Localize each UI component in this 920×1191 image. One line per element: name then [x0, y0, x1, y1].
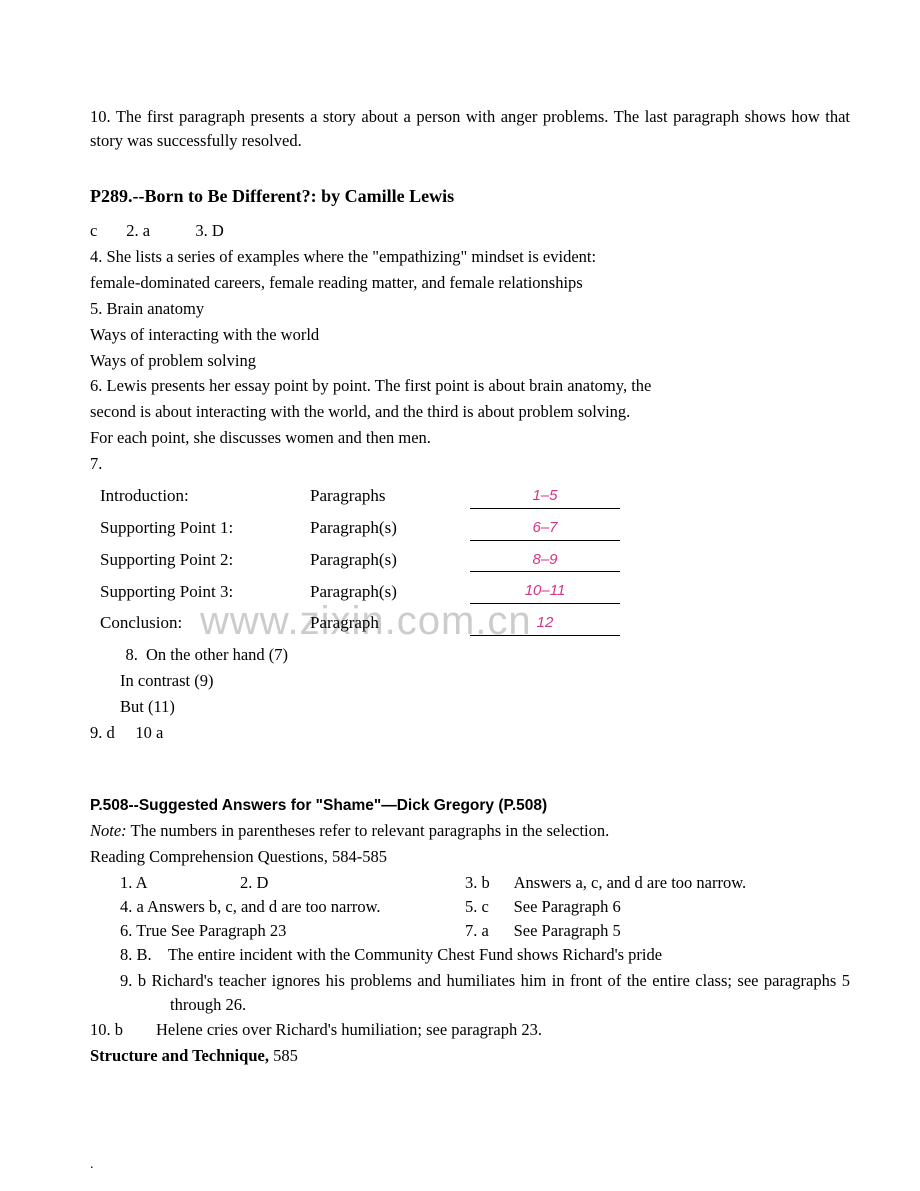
struct-blank: 6–7	[470, 512, 620, 544]
struct-value: 1–5	[470, 485, 620, 509]
struct-label: Supporting Point 2:	[100, 544, 310, 576]
p289-q5-b: Ways of problem solving	[90, 349, 850, 373]
struct-mid: Paragraph	[310, 607, 470, 639]
struct-blank: 1–5	[470, 480, 620, 512]
p508-a1: 1. A	[120, 871, 240, 895]
p289-heading: P289.--Born to Be Different?: by Camille…	[90, 183, 850, 209]
table-row: Supporting Point 3: Paragraph(s) 10–11	[100, 575, 620, 607]
p289-q6-b: second is about interacting with the wor…	[90, 400, 850, 424]
p508-heading: P.508--Suggested Answers for "Shame"—Dic…	[90, 795, 850, 817]
q8-item: On the other hand (7)	[142, 643, 850, 667]
p289-q9: 9. d 10 a	[90, 721, 850, 745]
struct-value: 6–7	[470, 517, 620, 541]
p508-note: Note: The numbers in parentheses refer t…	[90, 819, 850, 843]
p508-a8: 8. B. The entire incident with the Commu…	[120, 943, 850, 967]
struct-mid: Paragraph(s)	[310, 544, 470, 576]
table-row: Introduction: Paragraphs 1–5	[100, 480, 620, 512]
p289-q6-c: For each point, she discusses women and …	[90, 426, 850, 450]
page-content: 10. The first paragraph presents a story…	[90, 105, 850, 1068]
struct-value: 8–9	[470, 549, 620, 573]
structure-table: Introduction: Paragraphs 1–5 Supporting …	[100, 480, 620, 639]
footer-dot: .	[90, 1155, 94, 1175]
p289-q5-a: Ways of interacting with the world	[90, 323, 850, 347]
p289-q8-c: But (11)	[120, 695, 850, 719]
answer-row: 6. True See Paragraph 23 7. a See Paragr…	[120, 919, 850, 943]
table-row: Conclusion: Paragraph 12	[100, 607, 620, 639]
p289-q5: 5. Brain anatomy	[90, 297, 850, 321]
p508-a9: 9. b Richard's teacher ignores his probl…	[120, 969, 850, 1017]
p508-a3: 3. b Answers a, c, and d are too narrow.	[465, 871, 746, 895]
top-paragraph: 10. The first paragraph presents a story…	[90, 105, 850, 153]
tech-label: Structure and Technique,	[90, 1046, 269, 1065]
struct-label: Supporting Point 3:	[100, 575, 310, 607]
struct-blank: 12	[470, 607, 620, 639]
struct-label: Supporting Point 1:	[100, 512, 310, 544]
p289-q8-b: In contrast (9)	[120, 669, 850, 693]
p289-q6-a: 6. Lewis presents her essay point by poi…	[90, 374, 850, 398]
p508-a10: 10. b Helene cries over Richard's humili…	[90, 1018, 850, 1042]
p508-rcq: Reading Comprehension Questions, 584-585	[90, 845, 850, 869]
struct-value: 12	[470, 612, 620, 636]
table-row: Supporting Point 2: Paragraph(s) 8–9	[100, 544, 620, 576]
struct-mid: Paragraph(s)	[310, 575, 470, 607]
struct-blank: 10–11	[470, 575, 620, 607]
p508-a5: 5. c See Paragraph 6	[465, 895, 621, 919]
p508-a6: 6. True See Paragraph 23	[120, 919, 465, 943]
q8-list: On the other hand (7)	[90, 643, 850, 667]
struct-label: Conclusion:	[100, 607, 310, 639]
struct-label: Introduction:	[100, 480, 310, 512]
note-label: Note:	[90, 821, 127, 840]
struct-mid: Paragraphs	[310, 480, 470, 512]
p508-a4: 4. a Answers b, c, and d are too narrow.	[120, 895, 465, 919]
p289-q7-lead: 7.	[90, 452, 850, 476]
struct-blank: 8–9	[470, 544, 620, 576]
p508-a2: 2. D	[240, 871, 465, 895]
answer-row: 4. a Answers b, c, and d are too narrow.…	[120, 895, 850, 919]
struct-mid: Paragraph(s)	[310, 512, 470, 544]
p508-a7: 7. a See Paragraph 5	[465, 919, 621, 943]
p289-q4-a: 4. She lists a series of examples where …	[90, 245, 850, 269]
struct-value: 10–11	[470, 580, 620, 604]
answer-row: 1. A 2. D 3. b Answers a, c, and d are t…	[120, 871, 850, 895]
p289-answers-line: c 2. a 3. D	[90, 219, 850, 243]
table-row: Supporting Point 1: Paragraph(s) 6–7	[100, 512, 620, 544]
tech-page: 585	[269, 1046, 298, 1065]
p508-tech: Structure and Technique, 585	[90, 1044, 850, 1068]
p289-q4-b: female-dominated careers, female reading…	[90, 271, 850, 295]
note-text: The numbers in parentheses refer to rele…	[127, 821, 610, 840]
